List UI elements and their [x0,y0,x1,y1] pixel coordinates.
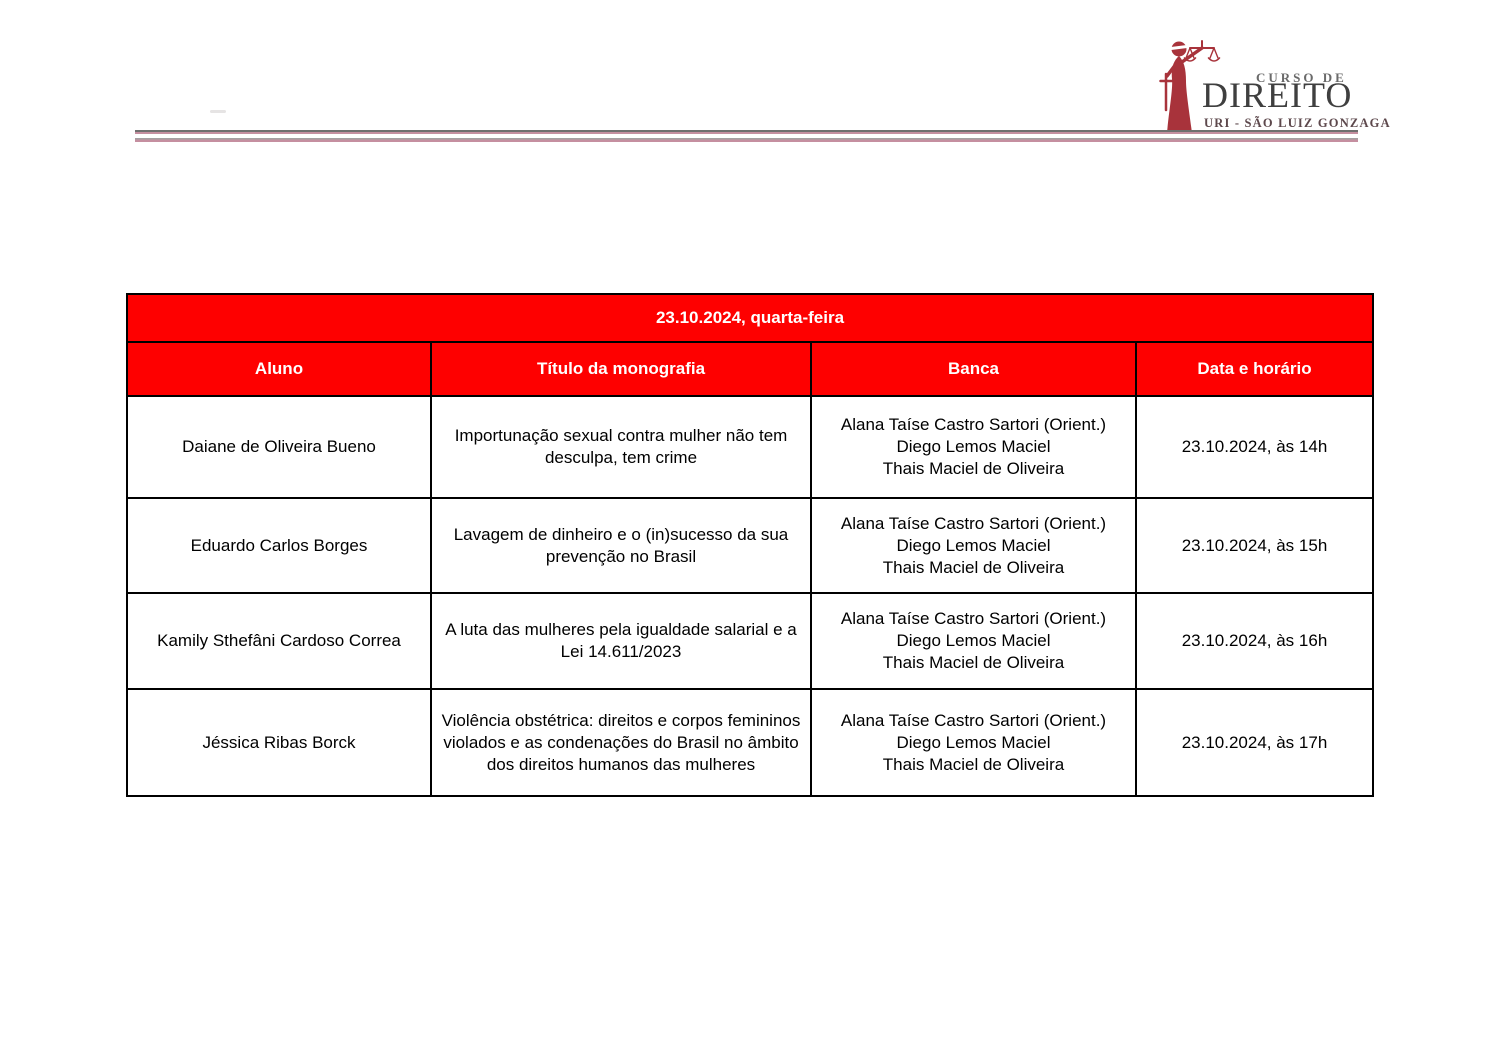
column-header-aluno: Aluno [126,341,432,397]
data-horario-cell: 23.10.2024, às 16h [1135,592,1374,690]
table-header-row: Aluno Título da monografia Banca Data e … [126,341,1374,397]
column-header-titulo: Título da monografia [430,341,812,397]
logo-curso-de: CURSO DE [1256,70,1347,85]
divider-rule-bottom [135,138,1358,142]
banca-cell: Alana Taíse Castro Sartori (Orient.) Die… [810,688,1137,797]
banca-member: Diego Lemos Maciel [896,732,1051,752]
banca-member: Thais Maciel de Oliveira [882,557,1065,577]
data-horario-cell: 23.10.2024, às 14h [1135,395,1374,499]
logo: CURSO DE DIREITO URI - SÃO LUIZ GONZAGA [1156,36,1390,138]
banca-member: Thais Maciel de Oliveira [882,653,1065,672]
table-row: Eduardo Carlos Borges Lavagem de dinheir… [126,497,1374,594]
column-header-data: Data e horário [1135,341,1374,397]
table-row: Daiane de Oliveira Bueno Importunação se… [126,395,1374,499]
banca-member: Diego Lemos Maciel [896,535,1051,555]
divider-rule-top [135,130,1358,134]
aluno-cell: Kamily Sthefâni Cardoso Correa [126,592,432,690]
header-divider [135,130,1358,142]
banca-cell: Alana Taíse Castro Sartori (Orient.) Die… [810,592,1137,690]
table-title: 23.10.2024, quarta-feira [126,293,1374,343]
table-row: Kamily Sthefâni Cardoso Correa A luta da… [126,592,1374,690]
data-horario-cell: 23.10.2024, às 17h [1135,688,1374,797]
scan-artifact-mark [210,110,226,113]
logo-subtitle: URI - SÃO LUIZ GONZAGA [1204,116,1391,130]
lady-justice-icon [1159,40,1221,133]
banca-member: Thais Maciel de Oliveira [882,754,1065,774]
banca-member: Alana Taíse Castro Sartori (Orient.) [840,415,1107,434]
schedule-table: 23.10.2024, quarta-feira Aluno Título da… [126,293,1374,797]
column-header-banca: Banca [810,341,1137,397]
aluno-cell: Eduardo Carlos Borges [126,497,432,594]
banca-member: Thais Maciel de Oliveira [882,459,1065,478]
banca-member: Alana Taíse Castro Sartori (Orient.) [840,710,1107,730]
banca-member: Diego Lemos Maciel [896,437,1051,456]
titulo-cell: A luta das mulheres pela igualdade salar… [430,592,812,690]
banca-cell: Alana Taíse Castro Sartori (Orient.) Die… [810,497,1137,594]
banca-member: Alana Taíse Castro Sartori (Orient.) [840,609,1107,628]
banca-member: Alana Taíse Castro Sartori (Orient.) [840,513,1107,533]
table-row: Jéssica Ribas Borck Violência obstétrica… [126,688,1374,797]
table-title-row: 23.10.2024, quarta-feira [126,293,1374,343]
aluno-cell: Daiane de Oliveira Bueno [126,395,432,499]
banca-cell: Alana Taíse Castro Sartori (Orient.) Die… [810,395,1137,499]
logo-direito: DIREITO [1202,75,1353,115]
titulo-cell: Violência obstétrica: direitos e corpos … [430,688,812,797]
aluno-cell: Jéssica Ribas Borck [126,688,432,797]
banca-member: Diego Lemos Maciel [896,631,1051,650]
titulo-cell: Importunação sexual contra mulher não te… [430,395,812,499]
titulo-cell: Lavagem de dinheiro e o (in)sucesso da s… [430,497,812,594]
schedule-table-container: 23.10.2024, quarta-feira Aluno Título da… [126,293,1374,797]
data-horario-cell: 23.10.2024, às 15h [1135,497,1374,594]
